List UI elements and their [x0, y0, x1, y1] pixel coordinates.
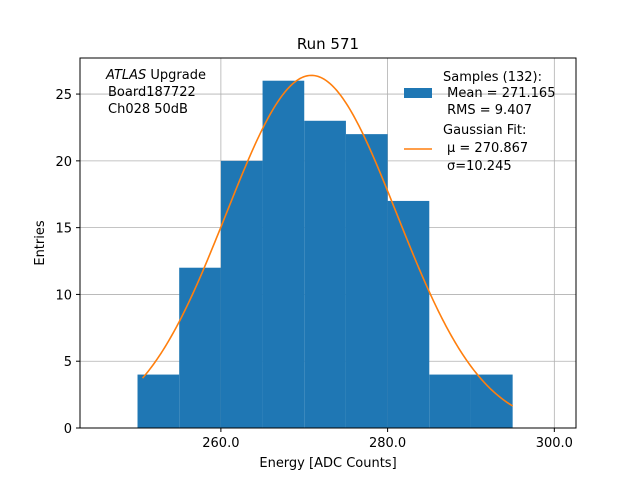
y-tick-label: 10 [55, 288, 72, 303]
annotation-board: Board187722 [108, 85, 196, 100]
atlas-upgrade: Upgrade [146, 68, 206, 83]
x-tick-label: 260.0 [202, 436, 239, 451]
y-tick-label: 25 [55, 88, 72, 103]
plot-frame [79, 57, 577, 429]
legend: Samples (132): Mean = 271.165 RMS = 9.40… [404, 70, 555, 174]
y-tick-label: 0 [64, 422, 72, 437]
y-axis-ticks: 0 5 10 15 20 25 [55, 88, 80, 437]
gaussian-fit-curve [141, 74, 514, 407]
legend-fit-title: Gaussian Fit: [443, 123, 526, 138]
legend-fit-mu: μ = 270.867 [447, 141, 528, 156]
legend-samples-title: Samples (132): [443, 70, 542, 85]
svg-text:ATLAS Upgrade: ATLAS Upgrade [105, 68, 206, 83]
legend-samples-patch [404, 88, 432, 98]
x-tick-label: 280.0 [369, 436, 406, 451]
x-axis-ticks: 260.0 280.0 300.0 [202, 428, 573, 451]
histogram-bar [345, 134, 388, 428]
y-axis-label: Entries [33, 220, 48, 266]
y-tick-label: 15 [55, 222, 72, 237]
legend-fit-sigma: σ=10.245 [447, 159, 512, 174]
histogram-bars [137, 80, 513, 428]
annotation-channel: Ch028 50dB [108, 102, 188, 117]
y-tick-label: 5 [64, 355, 72, 370]
histogram-bar [137, 374, 180, 428]
x-tick-label: 300.0 [536, 436, 573, 451]
histogram-bar [220, 160, 263, 428]
histogram-bar [179, 267, 221, 428]
histogram-bar [262, 80, 305, 428]
histogram-bar [387, 200, 430, 428]
histogram-bar [429, 374, 471, 428]
chart-title: Run 571 [297, 35, 359, 53]
legend-samples-rms: RMS = 9.407 [443, 103, 532, 118]
atlas-italic: ATLAS [105, 68, 146, 83]
y-tick-label: 20 [55, 155, 72, 170]
histogram-bar [304, 120, 346, 428]
x-axis-label: Energy [ADC Counts] [259, 456, 396, 471]
atlas-annotation: ATLAS Upgrade Board187722 Ch028 50dB [105, 68, 206, 117]
legend-samples-mean: Mean = 271.165 [443, 86, 555, 101]
